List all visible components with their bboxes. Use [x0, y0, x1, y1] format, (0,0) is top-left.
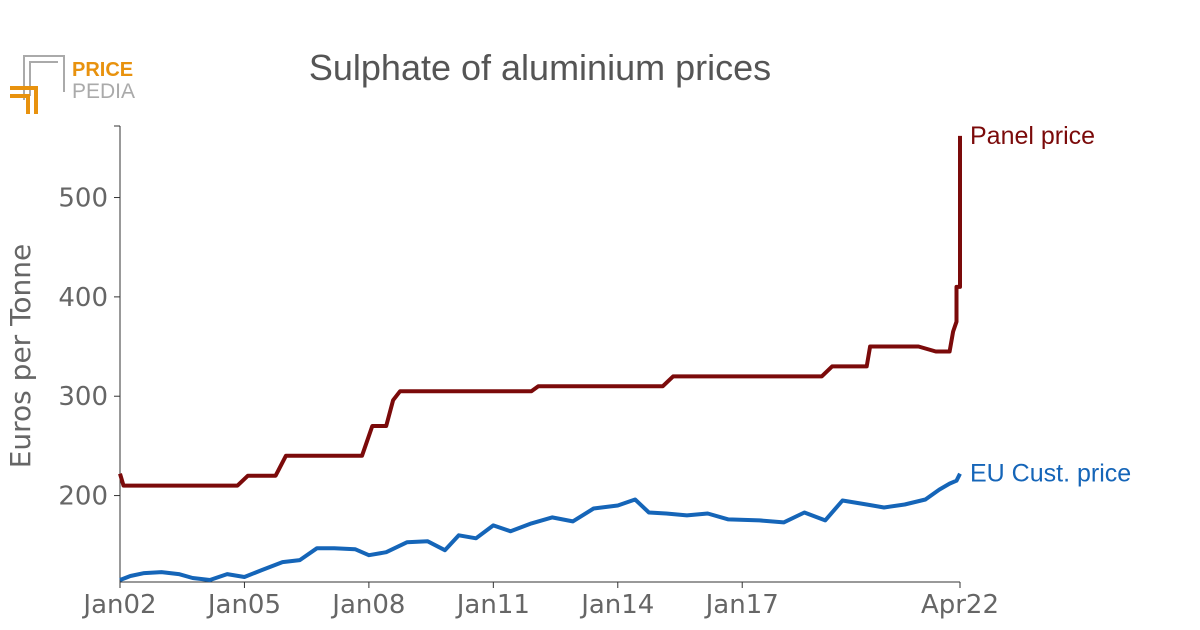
y-tick-label: 200	[58, 482, 108, 512]
series-layer	[118, 135, 962, 582]
series-label-1: EU Cust. price	[970, 460, 1131, 488]
pricepedia-logo-mark: PRICE PEDIA	[10, 55, 135, 114]
y-tick-label: 500	[58, 184, 108, 214]
x-tick-label: Jan08	[330, 590, 405, 620]
x-tick-label: Jan17	[704, 590, 779, 620]
x-tick-label: Jan14	[579, 590, 654, 620]
x-tick-label: Jan05	[206, 590, 281, 620]
x-tick-label: Jan02	[81, 590, 156, 620]
y-tick-label: 300	[58, 382, 108, 412]
series-label-0: Panel price	[970, 122, 1095, 150]
axes: 200 300 400 500 Jan02 Jan05 Jan08 Jan11 Jan14 Jan…	[58, 125, 999, 620]
y-axis-title: Euros per Tonne	[4, 244, 37, 469]
chart-title: Sulphate of aluminium prices	[309, 47, 771, 88]
logo-text-pedia: PEDIA	[72, 80, 135, 103]
x-tick-label: Apr22	[921, 590, 999, 620]
series-line-1	[119, 472, 962, 582]
x-tick-label: Jan11	[455, 590, 530, 620]
y-tick-label: 400	[58, 283, 108, 313]
pricepedia-logo: PRICE PEDIA	[10, 52, 150, 116]
logo-text-price: PRICE	[72, 59, 133, 81]
series-line-0	[118, 135, 962, 488]
series-labels: Panel price EU Cust. price	[970, 122, 1131, 488]
